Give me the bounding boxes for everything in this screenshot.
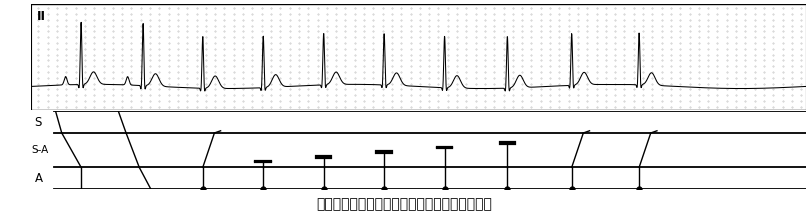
Text: 非阵发性房性心动过速伴不同程度的房性融合波: 非阵发性房性心动过速伴不同程度的房性融合波 [316, 197, 493, 211]
Text: A: A [35, 172, 43, 185]
Text: II: II [37, 10, 46, 23]
Text: S-A: S-A [32, 145, 49, 155]
Text: S: S [35, 116, 42, 128]
